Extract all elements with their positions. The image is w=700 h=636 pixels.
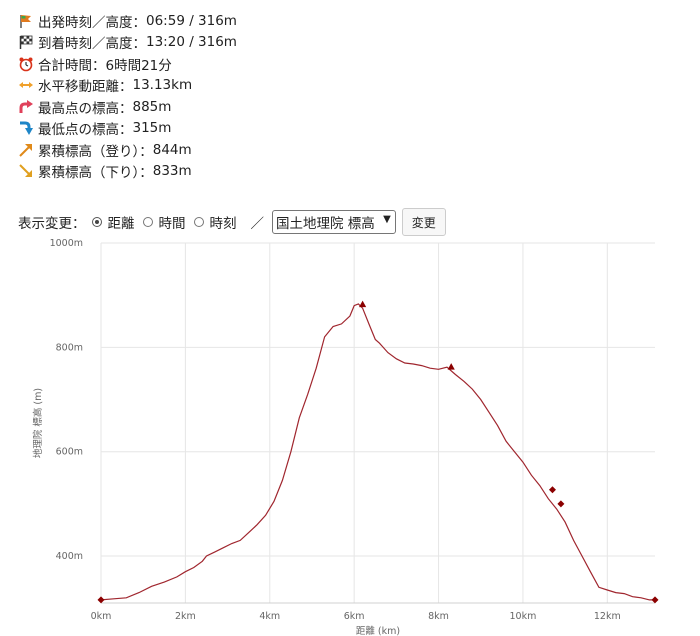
- radio-button[interactable]: [142, 217, 153, 227]
- radio-distance[interactable]: 距離: [91, 212, 135, 232]
- down-turn-arrow-icon: [18, 120, 34, 136]
- stat-value: 885m: [132, 98, 172, 115]
- chart-grid: [100, 242, 655, 604]
- chevron-down-icon: ▼: [383, 214, 391, 225]
- y-tick-label: 400m: [56, 551, 83, 562]
- stat-label: 累積標高（登り）：: [38, 143, 153, 160]
- ascent-arrow-icon: [18, 142, 34, 158]
- radio-label: 時間: [158, 216, 186, 232]
- alarm-clock-icon: [18, 56, 34, 72]
- x-tick-label: 12km: [594, 611, 621, 622]
- select-value: 国土地理院 標高: [276, 216, 375, 232]
- diamond-marker: [651, 596, 659, 604]
- stat-value: 06:59 / 316m: [146, 12, 237, 29]
- diamond-marker: [548, 486, 556, 494]
- x-tick-label: 8km: [428, 611, 449, 622]
- stat-value: 833m: [152, 163, 192, 180]
- stat-total-time: 合計時間： 6時間21分: [18, 53, 237, 75]
- x-tick-label: 10km: [510, 611, 537, 622]
- stat-lowest-point: 最低点の標高： 315m: [18, 118, 237, 140]
- diamond-marker: [97, 596, 105, 604]
- radio-clock-time[interactable]: 時刻: [193, 212, 237, 232]
- y-axis-label: 地理院 標高 (m): [32, 388, 44, 458]
- stat-cumulative-descent: 累積標高（下り）： 833m: [18, 161, 237, 183]
- radio-label: 距離: [107, 216, 135, 232]
- change-button[interactable]: 変更: [401, 208, 446, 236]
- stat-label: 出発時刻／高度：: [38, 14, 146, 31]
- start-flag-icon: [18, 13, 34, 29]
- stat-value: 13.13km: [132, 77, 193, 94]
- stat-arrival: 到着時刻／高度： 13:20 / 316m: [18, 32, 237, 54]
- up-turn-arrow-icon: [18, 99, 34, 115]
- y-tick-label: 600m: [56, 447, 83, 458]
- radio-button[interactable]: [91, 217, 102, 227]
- descent-arrow-icon: [18, 163, 34, 179]
- stat-highest-point: 最高点の標高： 885m: [18, 96, 237, 118]
- elevation-line: [100, 303, 655, 601]
- stat-label: 最低点の標高：: [38, 122, 133, 139]
- horizontal-arrow-icon: [18, 77, 34, 93]
- stat-label: 合計時間：: [38, 57, 106, 74]
- radio-label: 時刻: [209, 216, 237, 232]
- chart-markers: [97, 300, 659, 604]
- radio-button[interactable]: [193, 217, 204, 227]
- elevation-source-select[interactable]: 国土地理院 標高 ▼: [272, 210, 396, 234]
- y-tick-label: 800m: [56, 342, 83, 353]
- stat-cumulative-ascent: 累積標高（登り）： 844m: [18, 139, 237, 161]
- x-tick-label: 6km: [344, 611, 365, 622]
- x-tick-label: 0km: [91, 611, 112, 622]
- stat-departure: 出発時刻／高度： 06:59 / 316m: [18, 10, 237, 32]
- stat-label: 最高点の標高：: [38, 100, 133, 117]
- track-summary: 出発時刻／高度： 06:59 / 316m 到着時刻／高度： 13:20 / 3…: [18, 10, 237, 182]
- display-change-controls: 表示変更： 距離 時間 時刻 ／ 国土地理院 標高 ▼ 変更: [18, 208, 446, 236]
- stat-label: 累積標高（下り）：: [38, 165, 153, 182]
- radio-time[interactable]: 時間: [142, 212, 186, 232]
- stat-label: 水平移動距離：: [38, 79, 133, 96]
- triangle-marker: [358, 300, 367, 308]
- y-tick-label: 1000m: [50, 238, 83, 249]
- x-tick-label: 2km: [175, 611, 196, 622]
- checkered-flag-icon: [18, 34, 34, 50]
- diamond-marker: [557, 500, 565, 508]
- stat-horizontal-distance: 水平移動距離： 13.13km: [18, 75, 237, 97]
- stat-value: 13:20 / 316m: [146, 34, 237, 51]
- x-tick-label: 4km: [259, 611, 280, 622]
- stat-label: 到着時刻／高度：: [38, 36, 146, 53]
- x-axis-label: 距離 (km): [356, 625, 400, 636]
- triangle-marker: [447, 363, 455, 370]
- stat-value: 315m: [132, 120, 172, 137]
- stat-value: 6時間21分: [105, 57, 172, 74]
- chart-ticks: 0km 2km 4km 6km 8km 10km 12km 400m 600m 800m 1000m: [50, 238, 621, 622]
- stat-value: 844m: [152, 141, 192, 158]
- separator: ／: [250, 216, 265, 232]
- display-change-label: 表示変更：: [18, 216, 86, 232]
